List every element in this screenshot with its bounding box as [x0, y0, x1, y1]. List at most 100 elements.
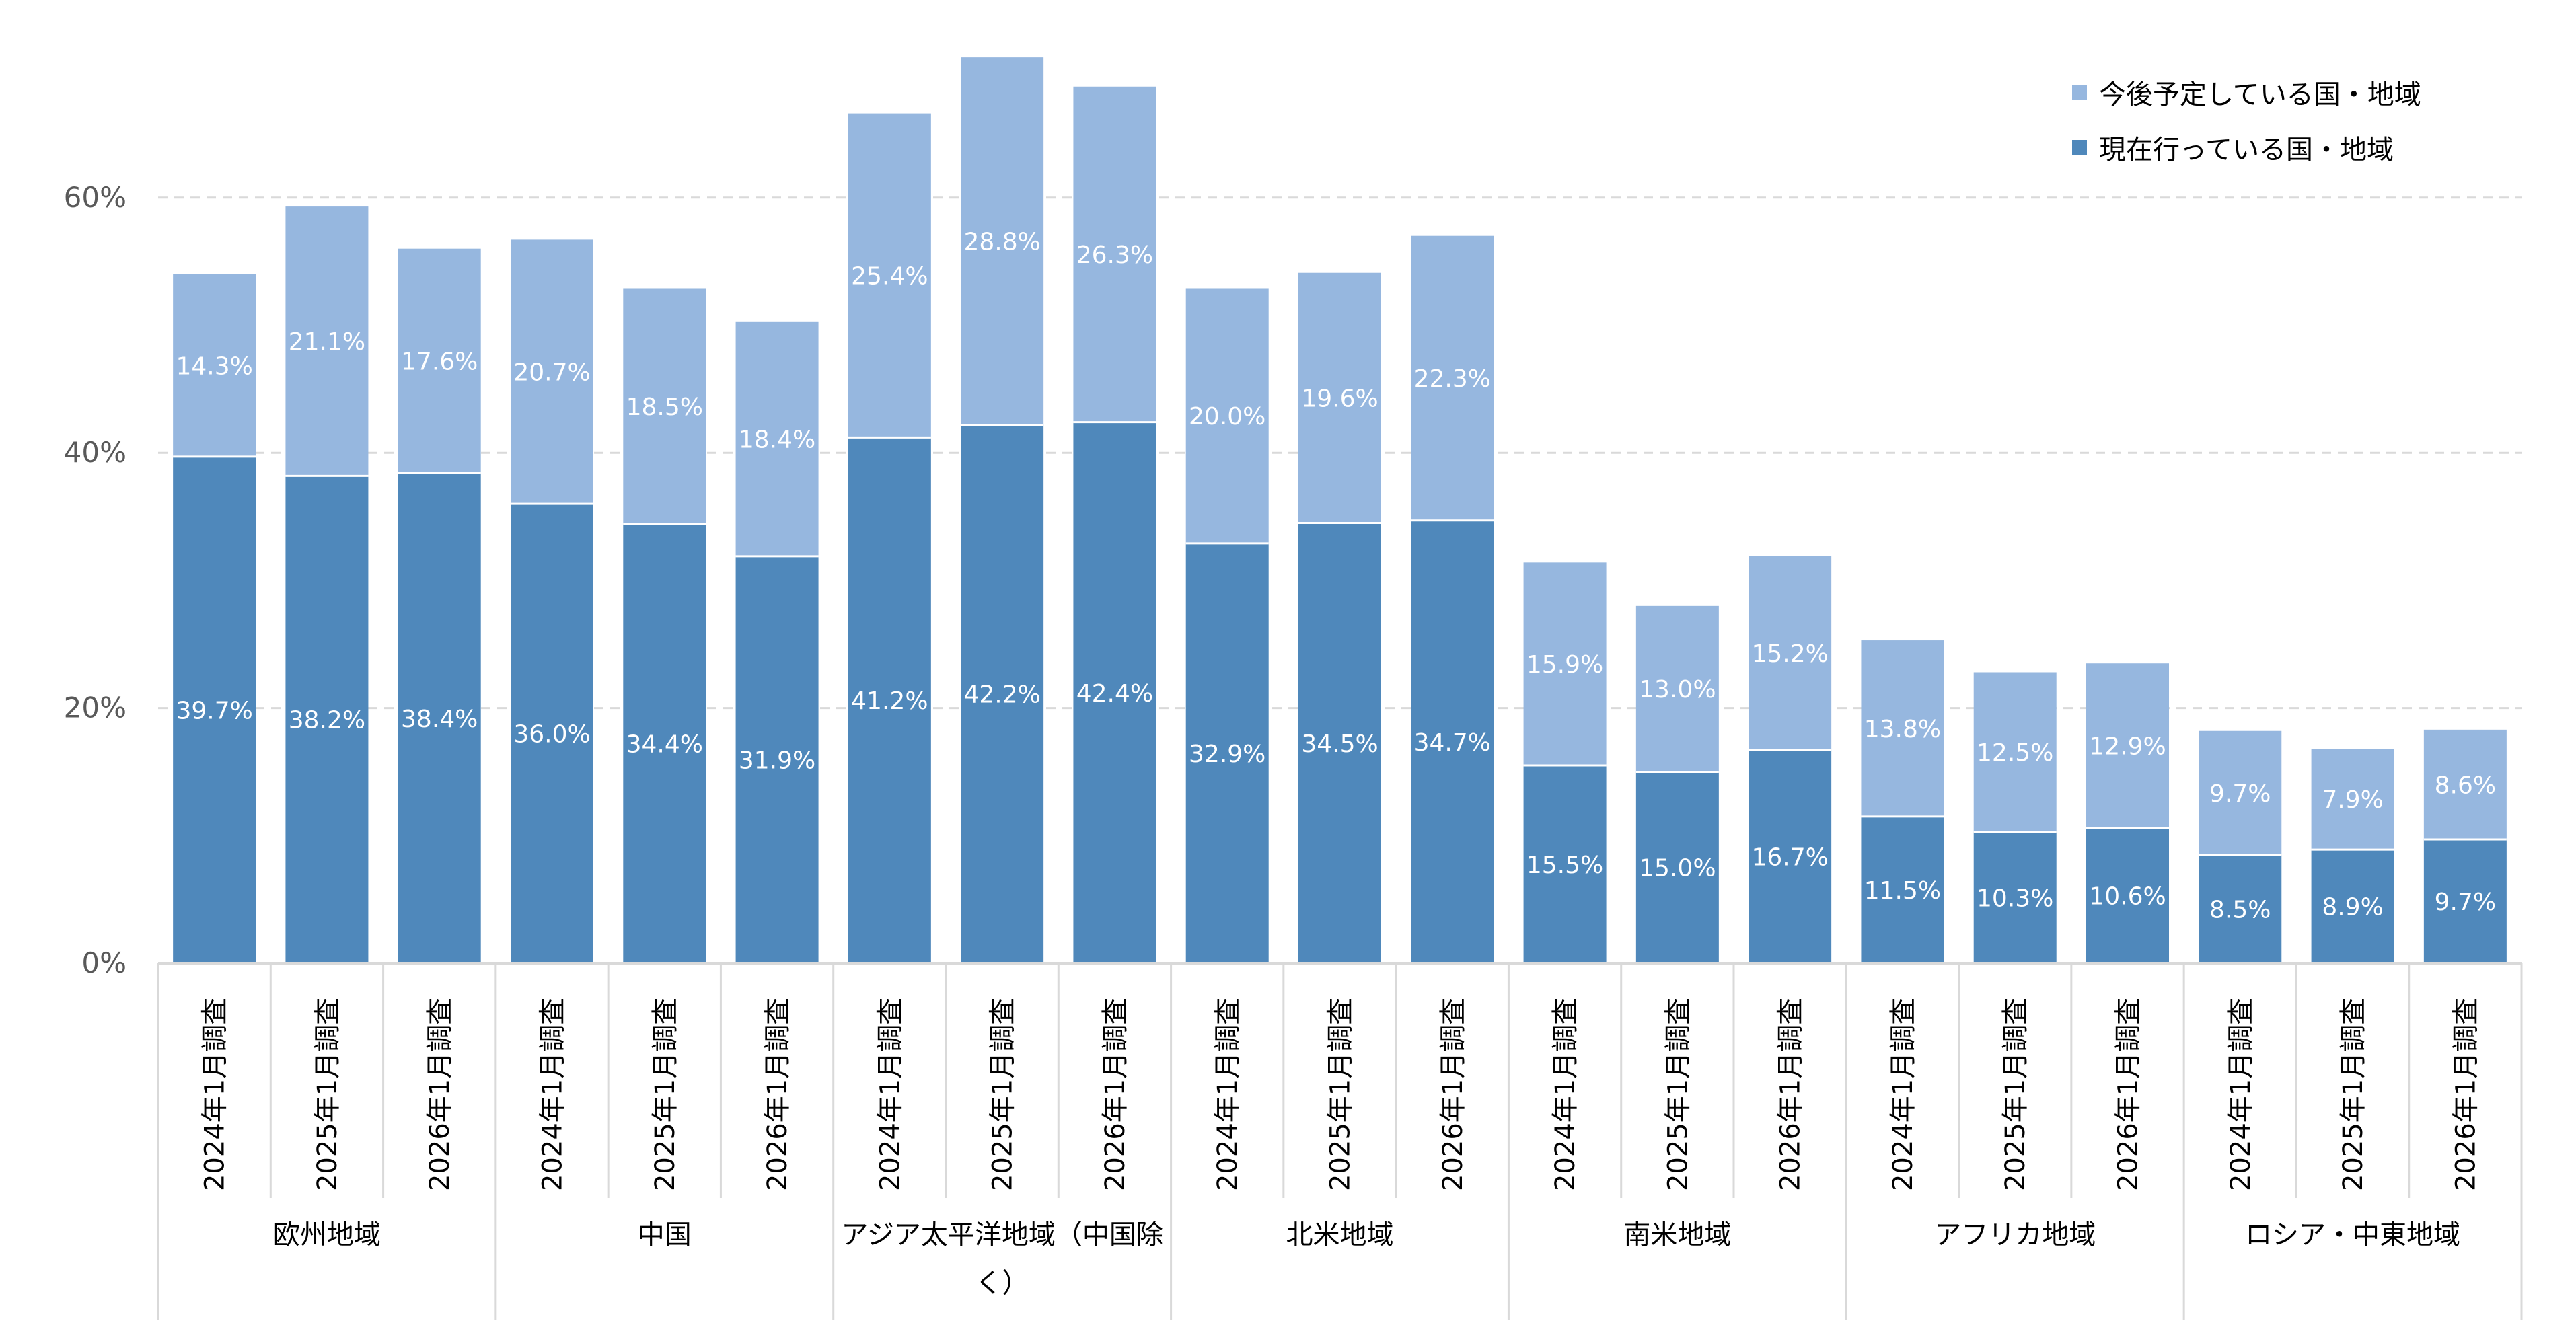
- data-label-planned: 9.7%: [2209, 780, 2271, 808]
- data-label-current: 31.9%: [739, 747, 815, 774]
- bar-current: [1635, 771, 1719, 963]
- category-tick-label: 2024年1月調査: [1888, 998, 1919, 1191]
- bar-current: [1298, 523, 1381, 963]
- bar-planned: [511, 239, 593, 504]
- bar-current: [1861, 816, 1944, 963]
- category-tick-label: 2024年1月調査: [1212, 998, 1243, 1191]
- data-label-planned: 7.9%: [2322, 786, 2383, 814]
- data-label-planned: 15.2%: [1751, 640, 1828, 668]
- group-label: アフリカ地域: [1934, 1219, 2096, 1250]
- category-tick-label: 2026年1月調査: [1100, 998, 1131, 1191]
- bar-planned: [2423, 729, 2507, 839]
- bar-current: [2311, 850, 2394, 963]
- category-tick-label: 2025年1月調査: [312, 998, 343, 1191]
- legend-item-planned: 今後予定している国・地域: [2072, 73, 2421, 112]
- bar-current: [2199, 854, 2282, 963]
- y-tick-label: 20%: [64, 691, 126, 724]
- data-label-current: 15.0%: [1639, 855, 1716, 882]
- data-label-current: 8.9%: [2322, 894, 2383, 921]
- legend-label-planned: 今後予定している国・地域: [2099, 79, 2421, 110]
- data-label-current: 36.0%: [513, 721, 590, 749]
- bar-current: [1973, 831, 2057, 963]
- group-label: 南米地域: [1623, 1219, 1732, 1250]
- group-label: 欧州地域: [272, 1219, 381, 1250]
- data-label-current: 42.2%: [963, 681, 1040, 709]
- data-label-current: 38.4%: [401, 706, 478, 733]
- y-tick-label: 0%: [81, 946, 126, 979]
- category-tick-label: 2024年1月調査: [2225, 998, 2256, 1191]
- data-label-current: 38.2%: [289, 707, 365, 734]
- category-tick-label: 2026年1月調査: [2450, 998, 2481, 1191]
- bar-planned: [1185, 288, 1269, 543]
- data-label-planned: 13.8%: [1864, 716, 1941, 743]
- group-label: アジア太平洋地域（中国除く）: [841, 1219, 1163, 1299]
- bar-current: [2086, 827, 2169, 963]
- data-label-current: 39.7%: [176, 697, 252, 724]
- data-label-planned: 14.3%: [176, 352, 252, 380]
- data-label-planned: 17.6%: [401, 348, 478, 376]
- data-label-current: 42.4%: [1076, 680, 1153, 708]
- legend-swatch-planned: [2072, 85, 2087, 100]
- category-tick-label: 2026年1月調査: [1775, 998, 1806, 1191]
- data-label-current: 10.6%: [2089, 882, 2166, 910]
- bar-planned: [623, 288, 706, 525]
- bar-planned: [398, 248, 481, 474]
- data-label-planned: 15.9%: [1526, 651, 1603, 679]
- category-tick-label: 2026年1月調査: [1438, 998, 1469, 1191]
- bar-current: [2423, 839, 2507, 963]
- bar-current: [1749, 750, 1832, 963]
- bar-planned: [1973, 672, 2057, 832]
- bar-current: [398, 473, 481, 963]
- bar-current: [1523, 765, 1607, 963]
- data-label-planned: 26.3%: [1076, 241, 1153, 269]
- category-tick-label: 2025年1月調査: [1662, 998, 1693, 1191]
- bar-current: [173, 456, 256, 963]
- category-tick-label: 2024年1月調査: [200, 998, 231, 1191]
- bar-current: [1073, 422, 1156, 963]
- data-label-current: 8.5%: [2209, 896, 2271, 923]
- bar-planned: [1298, 272, 1381, 523]
- data-label-current: 41.2%: [851, 687, 928, 715]
- data-label-current: 9.7%: [2435, 889, 2496, 916]
- y-tick-label: 40%: [64, 436, 126, 469]
- group-label: 北米地域: [1286, 1219, 1394, 1250]
- data-label-planned: 21.1%: [289, 328, 365, 356]
- data-label-current: 16.7%: [1751, 844, 1828, 872]
- legend-swatch-current: [2072, 140, 2087, 155]
- category-tick-label: 2025年1月調査: [650, 998, 681, 1191]
- data-label-planned: 22.3%: [1414, 365, 1491, 393]
- data-label-planned: 8.6%: [2435, 771, 2496, 799]
- data-label-planned: 18.5%: [626, 393, 703, 421]
- data-label-planned: 13.0%: [1639, 676, 1716, 704]
- category-tick-label: 2025年1月調査: [2000, 998, 2031, 1191]
- data-label-planned: 25.4%: [851, 263, 928, 291]
- bar-current: [961, 424, 1044, 963]
- category-tick-label: 2026年1月調査: [762, 998, 793, 1191]
- bar-current: [1411, 520, 1494, 963]
- data-label-planned: 28.8%: [963, 228, 1040, 256]
- bar-current: [848, 437, 931, 963]
- bar-current: [735, 556, 819, 963]
- data-label-planned: 19.6%: [1301, 385, 1378, 413]
- bar-planned: [2199, 730, 2282, 855]
- data-label-planned: 12.5%: [1977, 739, 2053, 767]
- bar-planned: [848, 113, 931, 438]
- category-tick-label: 2025年1月調査: [1325, 998, 1356, 1191]
- data-label-current: 10.3%: [1977, 884, 2053, 912]
- data-label-current: 15.5%: [1526, 852, 1603, 879]
- group-label: ロシア・中東地域: [2245, 1219, 2461, 1250]
- category-tick-label: 2024年1月調査: [538, 998, 568, 1191]
- bar-planned: [285, 206, 369, 476]
- data-label-planned: 18.4%: [739, 426, 815, 453]
- category-tick-label: 2026年1月調査: [2113, 998, 2144, 1191]
- bar-planned: [1749, 556, 1832, 751]
- legend-label-current: 現在行っている国・地域: [2099, 135, 2394, 165]
- data-label-current: 11.5%: [1864, 877, 1941, 905]
- data-label-current: 34.5%: [1301, 730, 1378, 758]
- bar-planned: [735, 321, 819, 556]
- bar-current: [1185, 543, 1269, 963]
- category-tick-label: 2026年1月調査: [425, 998, 455, 1191]
- category-tick-label: 2024年1月調査: [875, 998, 906, 1191]
